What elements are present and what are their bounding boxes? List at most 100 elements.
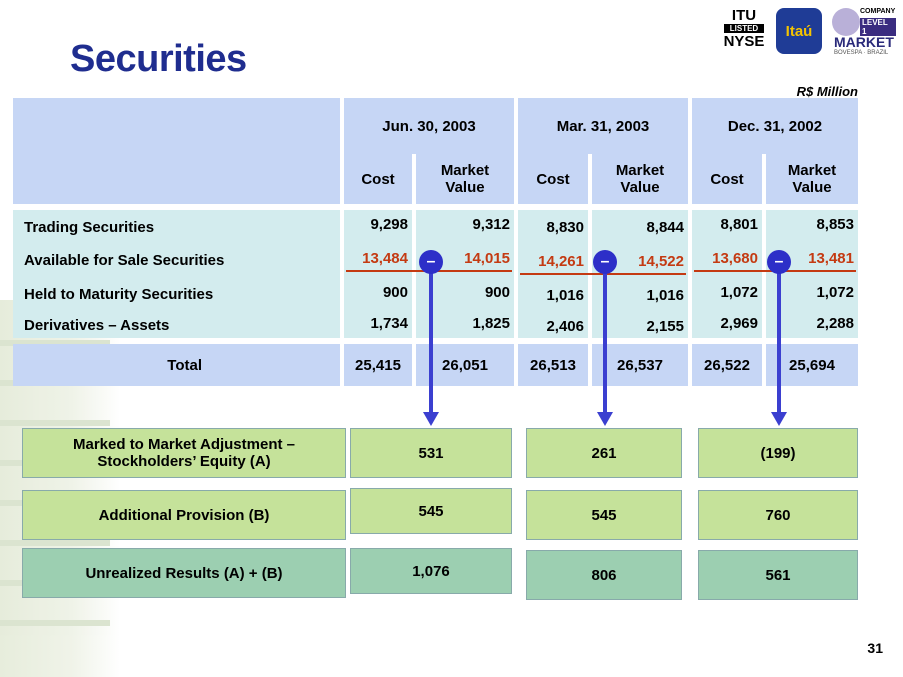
summary-cell: 531	[350, 428, 512, 478]
total-value: 26,051	[442, 356, 488, 374]
total-label: Total	[167, 356, 202, 374]
arrow-line	[429, 262, 433, 420]
total-cell: 26,513	[518, 344, 588, 386]
table-cell: 9,312	[472, 216, 510, 233]
summary-value: 545	[418, 502, 444, 520]
summary-cell: (199)	[698, 428, 858, 478]
logo-bovespa-text: BOVESPA · BRAZIL	[834, 50, 889, 56]
page-title: Securities	[70, 38, 247, 80]
summary-label-provision: Additional Provision (B)	[22, 490, 346, 540]
table-cell: 900	[484, 284, 510, 301]
table-cell: 1,072	[720, 284, 758, 301]
itu-nyse-logo: ITU LISTED NYSE	[718, 8, 770, 56]
table-cell: 8,844	[646, 219, 684, 236]
total-value: 26,513	[530, 356, 576, 374]
table-cell: 1,016	[646, 287, 684, 304]
table-cell: 8,830	[546, 219, 584, 236]
minus-icon: –	[767, 250, 791, 274]
table-cell: 2,406	[546, 318, 584, 335]
subheader-label: Market Value	[615, 162, 665, 196]
table-cell-afs-cost: 13,680	[712, 250, 758, 267]
table-cell: 1,734	[370, 315, 408, 332]
table-cell: 9,298	[370, 216, 408, 233]
bovespa-level1-logo: COMPANY LEVEL 1 MARKET BOVESPA · BRAZIL	[830, 8, 896, 60]
table-cell: 1,072	[816, 284, 854, 301]
summary-value: 531	[418, 444, 444, 462]
row-label-held-to-maturity: Held to Maturity Securities	[24, 286, 214, 303]
page-number: 31	[867, 640, 883, 656]
summary-label: Additional Provision (B)	[98, 506, 270, 524]
header-empty-cell	[13, 98, 340, 204]
cost-column-block	[344, 210, 412, 338]
total-value: 25,415	[355, 356, 401, 374]
period-label: Mar. 31, 2003	[556, 117, 650, 135]
subheader-market-value: Market Value	[592, 154, 688, 204]
table-cell: 900	[382, 284, 408, 301]
total-cell: 26,522	[692, 344, 762, 386]
table-cell: 1,825	[472, 315, 510, 332]
subheader-label: Market Value	[787, 162, 837, 196]
logo-level1-text: LEVEL 1	[860, 18, 896, 36]
subheader-cost: Cost	[692, 154, 762, 204]
summary-cell: 760	[698, 490, 858, 540]
summary-value: (199)	[760, 444, 796, 462]
summary-value: 261	[591, 444, 617, 462]
logo-itau-text: Itaú	[785, 22, 813, 40]
subheader-market-value: Market Value	[416, 154, 514, 204]
summary-cell: 261	[526, 428, 682, 478]
arrow-down-icon	[771, 412, 787, 426]
subheader-cost: Cost	[344, 154, 412, 204]
minus-icon: –	[419, 250, 443, 274]
row-label-available-for-sale: Available for Sale Securities	[24, 252, 225, 269]
subheader-label: Cost	[536, 170, 570, 188]
logo-nyse-text: NYSE	[723, 33, 765, 50]
unit-label: R$ Million	[796, 84, 858, 99]
row-label-trading: Trading Securities	[24, 219, 155, 236]
table-cell-afs-market: 13,481	[808, 250, 854, 267]
summary-label: Marked to Market Adjustment – Stockholde…	[73, 436, 295, 470]
table-cell-afs-cost: 14,261	[538, 253, 584, 270]
subheader-label: Cost	[710, 170, 744, 188]
globe-icon	[832, 8, 860, 36]
table-cell: 2,969	[720, 315, 758, 332]
table-cell: 1,016	[546, 287, 584, 304]
market-value-column-block	[766, 210, 858, 338]
logo-company-text: COMPANY	[860, 8, 896, 15]
period-header-jun2003: Jun. 30, 2003	[344, 98, 514, 154]
summary-value: 561	[765, 566, 791, 584]
summary-value: 806	[591, 566, 617, 584]
subheader-label: Cost	[361, 170, 395, 188]
logo-itu-text: ITU	[731, 7, 757, 24]
period-label: Jun. 30, 2003	[382, 117, 476, 135]
summary-value: 1,076	[412, 562, 450, 580]
period-header-dec2002: Dec. 31, 2002	[692, 98, 858, 154]
summary-label-mtm: Marked to Market Adjustment – Stockholde…	[22, 428, 346, 478]
table-cell: 2,155	[646, 318, 684, 335]
arrow-line	[603, 262, 607, 420]
subheader-market-value: Market Value	[766, 154, 858, 204]
total-value: 25,694	[789, 356, 835, 374]
row-label-block	[13, 210, 340, 338]
summary-value: 760	[765, 506, 791, 524]
total-value: 26,522	[704, 356, 750, 374]
summary-cell: 561	[698, 550, 858, 600]
total-label-cell: Total	[13, 344, 340, 386]
total-cell: 26,537	[592, 344, 688, 386]
summary-label-unrealized: Unrealized Results (A) + (B)	[22, 548, 346, 598]
summary-cell: 806	[526, 550, 682, 600]
row-label-derivatives: Derivatives – Assets	[24, 317, 170, 334]
table-cell: 8,853	[816, 216, 854, 233]
summary-cell: 1,076	[350, 548, 512, 594]
period-header-mar2003: Mar. 31, 2003	[518, 98, 688, 154]
period-label: Dec. 31, 2002	[727, 117, 823, 135]
arrow-down-icon	[423, 412, 439, 426]
table-cell-afs-cost: 13,484	[362, 250, 408, 267]
total-value: 26,537	[617, 356, 663, 374]
logo-market-text: MARKET	[834, 34, 894, 50]
arrow-down-icon	[597, 412, 613, 426]
summary-label: Unrealized Results (A) + (B)	[85, 564, 283, 582]
subheader-label: Market Value	[440, 162, 490, 196]
arrow-line	[777, 262, 781, 420]
logo-listed-text: LISTED	[724, 24, 764, 33]
total-cell: 25,415	[344, 344, 412, 386]
